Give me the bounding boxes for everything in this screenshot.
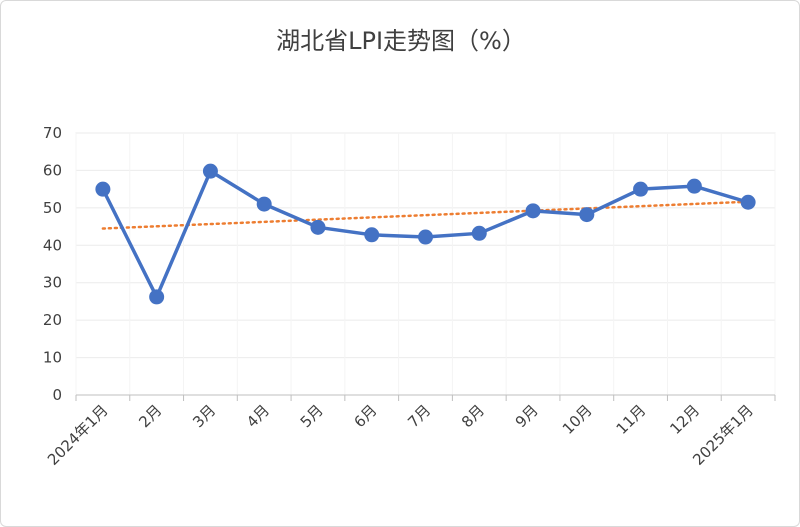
data-point <box>686 178 702 194</box>
x-tick-label: 5月 <box>297 401 327 431</box>
data-point <box>149 289 165 305</box>
x-tick-label: 7月 <box>404 401 434 431</box>
data-point <box>633 181 649 197</box>
x-tick-label: 2024年1月 <box>44 401 112 469</box>
y-tick-label: 10 <box>43 349 62 367</box>
y-tick-label: 50 <box>43 199 62 217</box>
data-point <box>256 196 272 212</box>
data-point <box>579 207 595 223</box>
data-point <box>95 181 111 197</box>
y-tick-labels: 0 10 20 30 40 50 60 70 <box>43 124 62 404</box>
data-point <box>525 203 541 219</box>
axes <box>75 394 776 401</box>
data-point <box>418 229 433 245</box>
x-tick-label: 9月 <box>512 401 542 431</box>
trendline-layer <box>101 200 750 230</box>
data-point <box>364 227 380 243</box>
chart-title: 湖北省LPI走势图（%） <box>276 27 526 55</box>
series-layer <box>95 163 756 305</box>
data-point <box>202 163 218 179</box>
y-tick-label: 40 <box>43 236 62 254</box>
x-tick-label: 11月 <box>613 401 650 438</box>
data-point <box>740 194 756 210</box>
data-point <box>471 225 487 241</box>
x-tick-label: 8月 <box>458 401 488 431</box>
gridlines <box>75 132 776 395</box>
data-point <box>310 219 326 235</box>
x-tick-label: 3月 <box>189 401 219 431</box>
x-tick-label: 12月 <box>666 401 703 438</box>
plot-area <box>75 132 776 396</box>
plot-border <box>75 132 776 396</box>
x-tick-label: 10月 <box>559 401 596 438</box>
y-tick-label: 0 <box>52 386 62 404</box>
y-tick-label: 60 <box>43 161 62 179</box>
x-tick-label: 2月 <box>135 401 165 431</box>
x-tick-label: 4月 <box>243 401 273 431</box>
y-tick-label: 30 <box>43 274 62 292</box>
x-tick-label: 6月 <box>350 401 380 431</box>
y-tick-label: 20 <box>43 311 62 329</box>
trendline <box>101 200 750 230</box>
y-tick-label: 70 <box>43 124 62 142</box>
